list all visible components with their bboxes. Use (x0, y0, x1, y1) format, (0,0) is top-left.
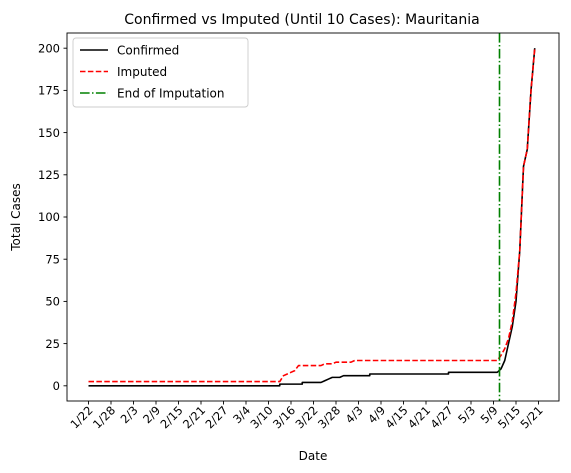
legend-box (72, 37, 249, 108)
series-imputed-line (88, 48, 536, 383)
y-tick-label: 200 (38, 41, 60, 55)
x-tick-label: 1/28 (90, 403, 118, 431)
x-tick-label: 2/21 (180, 403, 208, 431)
x-tick-label: 4/15 (382, 403, 410, 431)
x-tick-label: 2/27 (202, 403, 230, 431)
x-tick-label: 3/22 (292, 403, 320, 431)
y-tick-label: 175 (38, 84, 60, 98)
legend-entry: End of Imputation (117, 87, 225, 101)
y-tick-label: 125 (38, 168, 60, 182)
x-axis-label: Date (299, 449, 328, 463)
y-tick-label: 0 (53, 379, 60, 393)
x-tick-label: 1/22 (67, 403, 95, 431)
x-tick-label: 5/3 (455, 403, 478, 426)
x-tick-label: 4/21 (405, 403, 433, 431)
x-tick-label: 3/16 (270, 403, 298, 431)
y-tick-label: 100 (38, 210, 60, 224)
legend-entry: Imputed (117, 65, 167, 79)
x-tick-label: 3/28 (315, 403, 343, 431)
legend-entry: Confirmed (117, 44, 179, 58)
x-tick-label: 5/21 (517, 403, 545, 431)
x-tick-label: 3/10 (247, 403, 275, 431)
legend: Confirmed Imputed End of Imputation (72, 37, 249, 108)
y-tick-label: 150 (38, 126, 60, 140)
x-tick-label: 4/3 (343, 403, 366, 426)
y-axis-label: Total Cases (9, 183, 23, 251)
y-tick-label: 25 (45, 337, 60, 351)
series-layer (88, 33, 536, 401)
x-axis: 1/221/28 2/3 2/92/152/212/27 3/43/103/163/2… (67, 401, 546, 431)
y-axis: 0 25 50 75 100 125 150 175 200 (38, 41, 67, 393)
y-tick-label: 75 (45, 252, 60, 266)
x-tick-label: 2/3 (118, 403, 141, 426)
x-tick-label: 4/27 (427, 403, 455, 431)
x-tick-label: 5/15 (495, 403, 523, 431)
x-tick-label: 2/15 (157, 403, 185, 431)
chart-title: Confirmed vs Imputed (Until 10 Cases): M… (124, 12, 479, 28)
y-tick-label: 50 (45, 295, 60, 309)
